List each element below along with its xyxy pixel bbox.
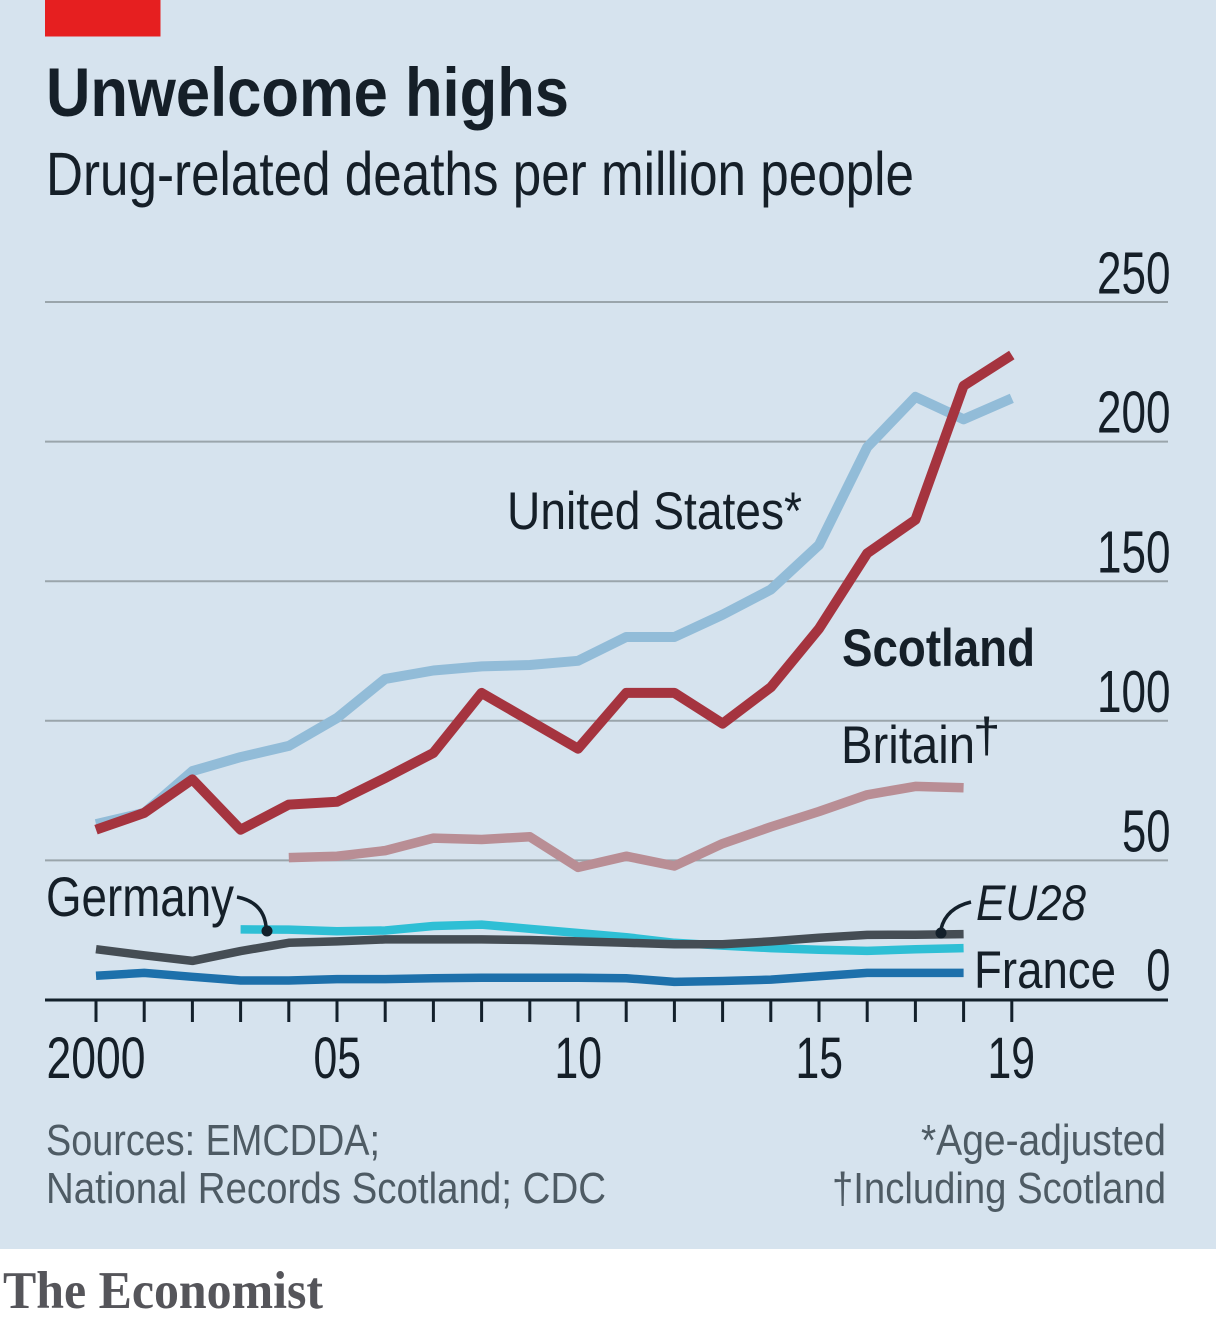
svg-text:The Economist: The Economist [3,1262,323,1320]
svg-text:10: 10 [555,1026,603,1091]
svg-text:Scotland: Scotland [842,619,1035,678]
svg-text:19: 19 [988,1026,1036,1091]
svg-text:Unwelcome highs: Unwelcome highs [46,54,569,131]
svg-text:200: 200 [1097,380,1171,446]
svg-text:†Including Scotland: †Including Scotland [832,1164,1166,1213]
svg-text:2000: 2000 [47,1026,146,1091]
svg-text:150: 150 [1097,520,1171,586]
svg-text:50: 50 [1122,799,1171,865]
svg-text:Britain: Britain [841,716,975,775]
svg-text:United States*: United States* [507,482,802,541]
svg-text:*Age-adjusted: *Age-adjusted [921,1116,1166,1165]
svg-text:100: 100 [1097,659,1171,725]
svg-text:EU28: EU28 [976,875,1086,931]
svg-text:France: France [974,941,1116,1000]
svg-text:250: 250 [1097,241,1171,307]
svg-text:0: 0 [1146,938,1170,1004]
svg-text:National Records Scotland; CDC: National Records Scotland; CDC [46,1164,606,1213]
svg-text:Drug-related deaths per millio: Drug-related deaths per million people [46,140,914,208]
svg-text:05: 05 [314,1026,362,1091]
svg-text:Sources: EMCDDA;: Sources: EMCDDA; [46,1116,380,1165]
svg-text:†: † [973,709,1000,763]
svg-text:15: 15 [796,1026,844,1091]
svg-text:Germany: Germany [46,865,234,928]
